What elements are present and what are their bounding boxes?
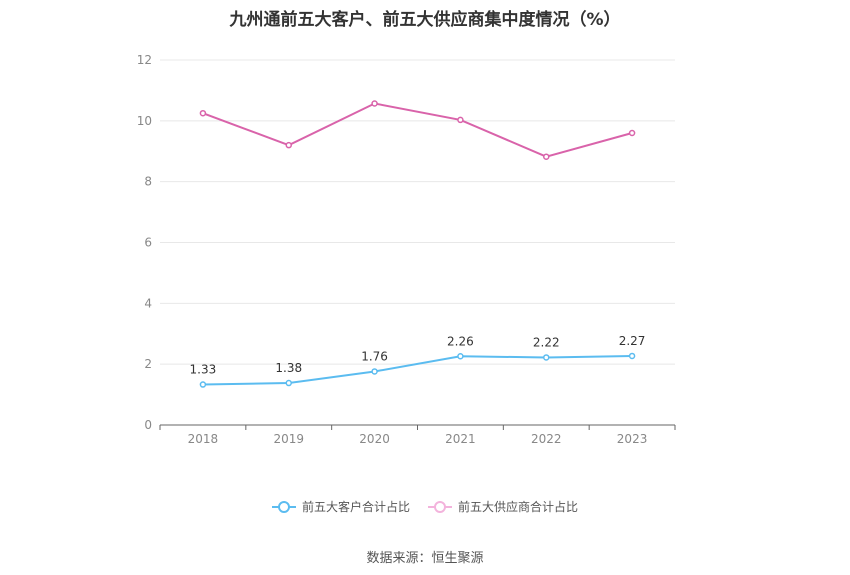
legend-label-customers: 前五大客户合计占比 — [301, 500, 410, 514]
x-tick-label: 2023 — [617, 432, 648, 446]
legend: 前五大客户合计占比 前五大供应商合计占比 — [0, 498, 850, 515]
x-tick-label: 2019 — [273, 432, 304, 446]
data-label: 1.33 — [190, 363, 217, 377]
series-line-0 — [202, 354, 633, 386]
data-label: 1.38 — [275, 361, 302, 375]
y-tick-label: 2 — [144, 357, 152, 371]
x-tick-label: 2021 — [445, 432, 476, 446]
data-source: 数据来源：恒生聚源 — [366, 551, 484, 566]
y-tick-label: 10 — [137, 114, 152, 128]
data-point — [371, 368, 378, 375]
x-tick-label: 2022 — [531, 432, 562, 446]
data-label: 2.22 — [533, 335, 560, 349]
data-point — [371, 100, 378, 107]
data-point — [199, 381, 207, 388]
chart-title: 九州通前五大客户、前五大供应商集中度情况（%） — [229, 10, 621, 30]
y-tick-label: 0 — [144, 418, 152, 432]
data-point — [543, 354, 550, 361]
legend-marker-customers — [271, 500, 296, 513]
y-tick-label: 12 — [137, 53, 152, 67]
data-point — [285, 379, 292, 387]
data-label: 1.76 — [361, 349, 388, 363]
data-point — [285, 141, 292, 149]
data-point — [199, 109, 207, 117]
x-tick-label: 2018 — [188, 432, 219, 446]
legend-label-suppliers: 前五大供应商合计占比 — [458, 500, 579, 514]
data-point — [457, 116, 464, 124]
y-tick-label: 4 — [144, 296, 152, 310]
data-label: 2.26 — [447, 334, 474, 348]
x-tick-label: 2020 — [359, 432, 390, 446]
y-tick-label: 6 — [144, 236, 152, 250]
y-tick-label: 8 — [144, 175, 152, 189]
legend-item-customers[interactable]: 前五大客户合计占比 — [271, 498, 410, 515]
data-point — [543, 153, 550, 160]
data-point — [457, 353, 464, 360]
legend-item-suppliers[interactable]: 前五大供应商合计占比 — [428, 498, 578, 515]
series-line-1 — [202, 102, 633, 158]
data-label: 2.27 — [619, 334, 646, 348]
data-point — [628, 352, 636, 360]
data-point — [628, 129, 636, 137]
legend-marker-suppliers — [428, 500, 452, 513]
